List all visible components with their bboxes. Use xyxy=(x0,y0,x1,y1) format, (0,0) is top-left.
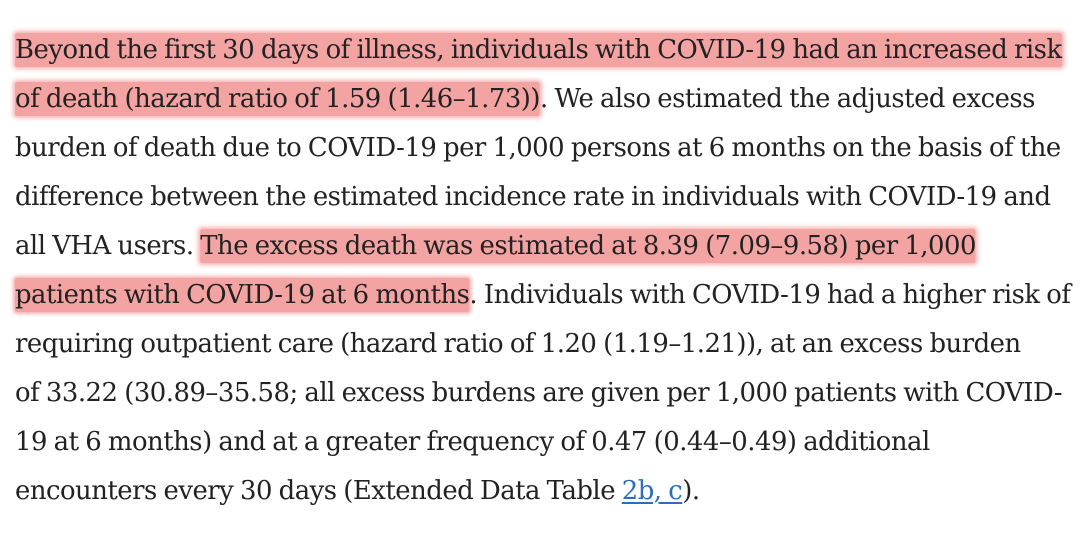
results-paragraph: Beyond the first 30 days of illness, ind… xyxy=(15,26,1075,516)
text-segment: encounters every 30 days (Extended Data … xyxy=(15,476,622,506)
text-segment: ). xyxy=(682,476,700,506)
text-line-3: burden of death due to COVID-19 per 1,00… xyxy=(15,133,1061,163)
highlighted-sentence-death-risk-cont: of death (hazard ratio of 1.59 (1.46–1.7… xyxy=(15,82,540,116)
highlighted-sentence-excess-death-cont: patients with COVID-19 at 6 months xyxy=(15,278,470,312)
extended-data-table-link[interactable]: 2b, c xyxy=(621,476,683,506)
text-line-4: difference between the estimated inciden… xyxy=(15,182,1051,212)
text-line-9: 19 at 6 months) and at a greater frequen… xyxy=(15,427,930,457)
text-line-2: of death (hazard ratio of 1.59 (1.46–1.7… xyxy=(15,75,1070,124)
text-segment: . Individuals with COVID-19 had a higher… xyxy=(469,280,1071,310)
text-line-1: Beyond the first 30 days of illness, ind… xyxy=(15,26,1070,75)
highlighted-sentence-death-risk: Beyond the first 30 days of illness, ind… xyxy=(15,33,1062,67)
text-line-8: of 33.22 (30.89–35.58; all excess burden… xyxy=(15,378,1062,408)
text-segment: . We also estimated the adjusted excess xyxy=(539,84,1035,114)
text-line-6: patients with COVID-19 at 6 months. Indi… xyxy=(15,271,1071,320)
text-line-10: encounters every 30 days (Extended Data … xyxy=(15,467,1070,516)
text-line-5: all VHA users. The excess death was esti… xyxy=(15,222,1070,271)
text-segment: all VHA users. xyxy=(15,231,201,261)
highlighted-sentence-excess-death: The excess death was estimated at 8.39 (… xyxy=(200,229,976,263)
text-line-7: requiring outpatient care (hazard ratio … xyxy=(15,329,1021,359)
